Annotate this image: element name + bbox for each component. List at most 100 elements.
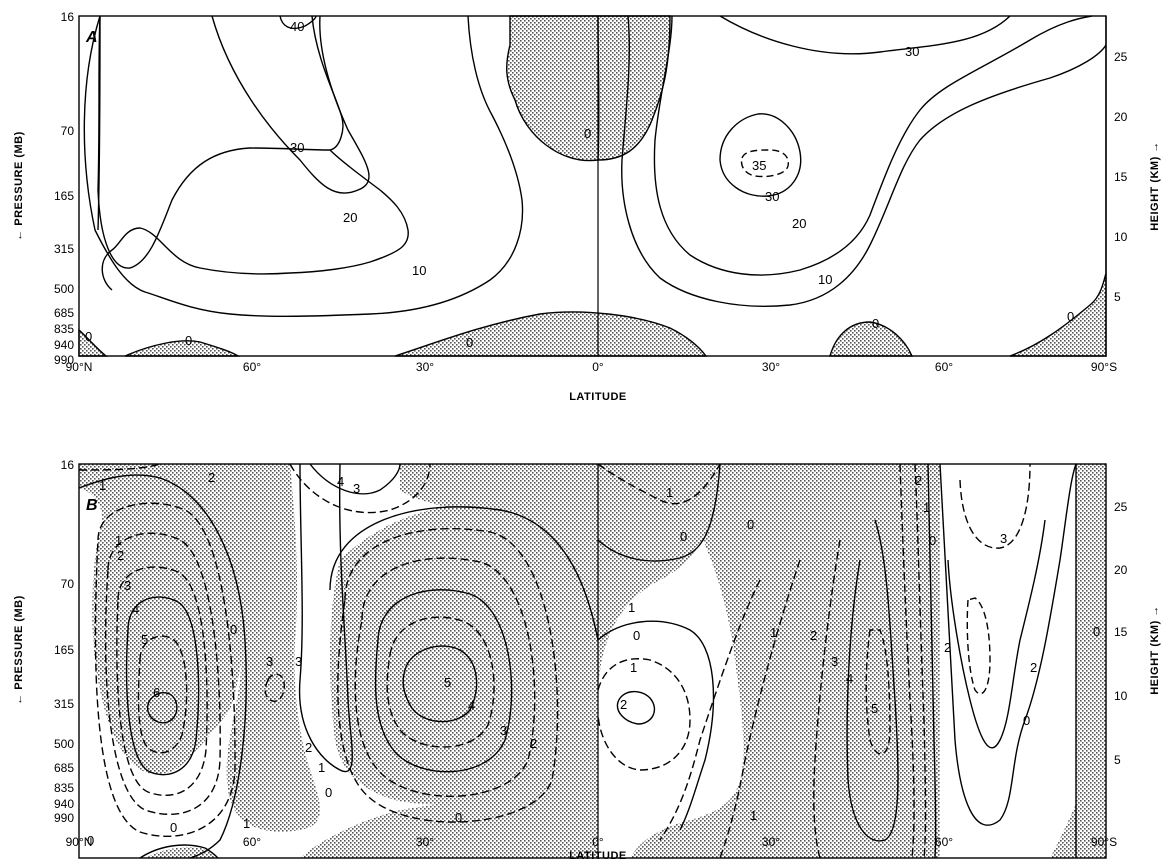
panel-a-contour-labels: 40 30 20 10 0 0 0 0 0 30 35 30 20 10 0 — [85, 19, 1074, 350]
contour-a-30-sh — [719, 15, 1011, 55]
label-b-1-sh: 1 — [770, 625, 777, 640]
label-a-20-nh: 20 — [343, 210, 357, 225]
label-b-4-nh: 4 — [132, 602, 139, 617]
shade-b-nh-mid — [226, 464, 320, 832]
label-b-3-mid: 3 — [500, 723, 507, 738]
label-b-0-mid: 0 — [633, 628, 640, 643]
contour-b-4-sh — [846, 519, 899, 842]
contour-b-1-np — [78, 463, 161, 471]
contour-a-20-sh — [653, 15, 1093, 276]
contour-b-1-neq-top — [597, 463, 721, 505]
contour-b-3-sh — [813, 539, 841, 859]
xtick-a-60n: 60° — [243, 360, 261, 374]
contour-a-30-nh — [97, 15, 344, 269]
label-b-0-np-low: 0 — [170, 820, 177, 835]
contour-b-2-sh-top — [899, 463, 915, 859]
xtick-b-30s: 30° — [762, 835, 780, 849]
ptick-b-70: 70 — [61, 577, 75, 591]
contour-a-10-sh — [621, 15, 1107, 307]
label-a-30-sh: 30 — [765, 189, 779, 204]
label-a-0-np-corner: 0 — [85, 329, 92, 344]
label-a-30-sh-top: 30 — [905, 44, 919, 59]
contour-a-40 — [279, 15, 317, 30]
contour-b-4-top — [309, 463, 401, 495]
label-b-0-eq-right: 0 — [747, 517, 754, 532]
label-b-1-nh: 1 — [115, 533, 122, 548]
ptick-b-685: 685 — [54, 761, 74, 775]
contour-b-5-mid — [402, 645, 478, 723]
shade-a-nh-bottom — [124, 340, 241, 357]
label-b-1-sh-top: 1 — [923, 500, 930, 515]
label-b-2-c: 2 — [305, 740, 312, 755]
panel-b-frame — [78, 463, 1107, 859]
ptick-b-990: 990 — [54, 811, 74, 825]
panel-a-frame — [78, 15, 1107, 357]
ptick-a-835: 835 — [54, 322, 74, 336]
panel-a-xlabel: LATITUDE — [569, 391, 627, 403]
label-b-5-sh: 5 — [871, 701, 878, 716]
panel-b-ylabel-right: HEIGHT (KM) → — [1149, 605, 1161, 695]
label-b-3-c: 3 — [295, 654, 302, 669]
label-b-1-mid: 1 — [628, 600, 635, 615]
label-b-1-c: 1 — [318, 760, 325, 775]
ptick-a-940: 940 — [54, 338, 74, 352]
label-b-5-nh: 5 — [141, 632, 148, 647]
contour-b-1-sh — [659, 579, 761, 841]
label-b-2-sh-top: 2 — [915, 473, 922, 488]
htick-a-15: 15 — [1114, 170, 1128, 184]
label-b-1-eq-top: 1 — [666, 485, 673, 500]
label-b-0-sp-low: 0 — [1023, 713, 1030, 728]
label-b-6-nh: 6 — [153, 685, 160, 700]
ptick-a-70: 70 — [61, 124, 75, 138]
ptick-a-16: 16 — [61, 10, 75, 24]
ptick-b-315: 315 — [54, 697, 74, 711]
label-b-3-b: 3 — [266, 654, 273, 669]
xtick-a-60s: 60° — [935, 360, 953, 374]
panel-b-height-ticks: 25 20 15 10 5 — [1114, 500, 1128, 767]
contour-b-0-neq — [597, 463, 721, 562]
ptick-a-990: 990 — [54, 353, 74, 367]
contour-b-3-mid — [374, 589, 513, 773]
label-b-0-np-bottom: 0 — [87, 833, 94, 848]
shade-b-nh-topleft — [79, 464, 253, 775]
panel-a: 40 30 20 10 0 0 0 0 0 30 35 30 20 10 0 A… — [13, 10, 1161, 403]
shade-a-sh-bottom — [829, 321, 914, 357]
contour-b-2-sh — [719, 559, 801, 859]
xtick-b-0: 0° — [592, 835, 604, 849]
label-a-10-sh: 10 — [818, 272, 832, 287]
shade-b-np-bottom — [145, 847, 218, 858]
label-b-2-top: 2 — [208, 470, 215, 485]
shade-a-pole-bottom — [1009, 272, 1107, 357]
xtick-b-60s: 60° — [935, 835, 953, 849]
panel-b-shaded-regions — [79, 464, 1106, 858]
contour-b-3-sp — [959, 463, 1031, 549]
htick-a-5: 5 — [1114, 290, 1121, 304]
shade-b-sp-bottom — [1050, 700, 1106, 858]
contour-b-6 — [146, 692, 178, 724]
contour-b-0-eq — [597, 620, 715, 831]
htick-a-10: 10 — [1114, 230, 1128, 244]
panel-a-height-ticks: 25 20 15 10 5 — [1114, 50, 1128, 304]
xtick-b-90s: 90°S — [1091, 835, 1117, 849]
contour-b-1-eq — [597, 658, 691, 771]
ptick-a-685: 685 — [54, 306, 74, 320]
contour-b-5-sh — [865, 629, 891, 755]
panel-b-x-ticks: 90°N 60° 30° 0° 30° 60° 90°S — [66, 835, 1117, 849]
label-b-1-np-bottom: 1 — [243, 816, 250, 831]
shade-a-equator-bottom — [394, 311, 708, 357]
htick-b-5: 5 — [1114, 753, 1121, 767]
panel-a-letter: A — [85, 29, 98, 46]
contour-b-3c — [298, 463, 353, 773]
contour-b-4-mid — [386, 616, 495, 748]
label-b-2-sh: 2 — [810, 628, 817, 643]
xtick-b-60n: 60° — [243, 835, 261, 849]
shade-b-sh-wide — [630, 464, 940, 858]
label-b-1-sh-low: 1 — [750, 808, 757, 823]
ptick-a-315: 315 — [54, 242, 74, 256]
contour-b-3-top — [289, 463, 431, 514]
xtick-b-90n: 90°N — [66, 835, 93, 849]
label-a-10-nh: 10 — [412, 263, 426, 278]
contour-b-0-nh — [78, 474, 247, 859]
label-b-2-nh: 2 — [117, 548, 124, 563]
